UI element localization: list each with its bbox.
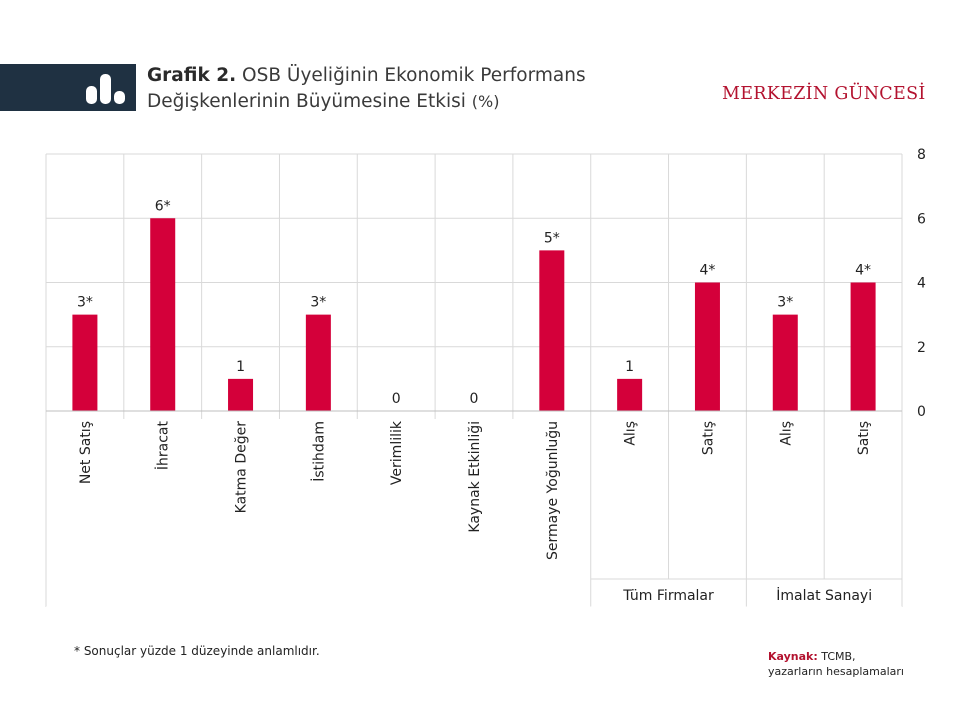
bar — [772, 314, 798, 411]
chart-title-number: Grafik 2. — [147, 65, 237, 86]
group-label: Tüm Firmalar — [622, 588, 714, 604]
footnote: * Sonuçlar yüzde 1 düzeyinde anlamlıdır. — [74, 644, 320, 658]
chart-title: Grafik 2. OSB Üyeliğinin Ekonomik Perfor… — [147, 63, 667, 115]
source-note: Kaynak: TCMB, yazarların hesaplamaları — [768, 649, 904, 679]
category-label: Satış — [856, 421, 872, 455]
data-label: 3* — [310, 295, 326, 311]
data-label: 0 — [392, 391, 401, 407]
data-label: 1 — [236, 359, 245, 375]
bar — [617, 378, 643, 411]
category-label: Net Satış — [78, 421, 94, 484]
bar — [72, 314, 98, 411]
bar — [850, 282, 876, 411]
source-label: Kaynak: — [768, 650, 818, 663]
data-label: 3* — [777, 295, 793, 311]
brand-logo: MERKEZİN GÜNCESİ — [722, 84, 926, 104]
category-label: Satış — [700, 421, 716, 455]
data-label: 1 — [625, 359, 634, 375]
bar-chart-icon — [86, 74, 125, 104]
bar — [539, 250, 565, 411]
data-label: 3* — [77, 295, 93, 311]
y-tick-label: 0 — [917, 404, 926, 420]
bar — [694, 282, 720, 411]
chart-title-unit: (%) — [471, 92, 500, 111]
header-band — [0, 64, 136, 111]
y-tick-label: 2 — [917, 340, 926, 356]
y-tick-label: 8 — [917, 147, 926, 163]
source-text-2: yazarların hesaplamaları — [768, 665, 904, 678]
bar — [228, 378, 254, 411]
data-label: 4* — [699, 263, 715, 279]
category-label: Kaynak Etkinliği — [467, 421, 483, 533]
chart-title-text: OSB Üyeliğinin Ekonomik Performans — [236, 65, 586, 86]
data-label: 4* — [855, 263, 871, 279]
chart-title-line2: Değişkenlerinin Büyümesine Etkisi — [147, 91, 466, 112]
source-text: TCMB, — [817, 650, 856, 663]
data-label: 5* — [544, 230, 560, 246]
group-label: İmalat Sanayi — [776, 586, 872, 604]
category-label: Katma Değer — [234, 421, 250, 514]
category-label: İhracat — [154, 420, 172, 470]
category-label: İstihdam — [309, 421, 327, 482]
category-label: Alış — [623, 421, 639, 446]
bar — [150, 218, 176, 411]
category-label: Sermaye Yoğunluğu — [545, 421, 561, 560]
y-tick-label: 6 — [917, 211, 926, 227]
y-tick-label: 4 — [917, 276, 926, 292]
data-label: 0 — [470, 391, 479, 407]
data-label: 6* — [155, 198, 171, 214]
category-label: Alış — [778, 421, 794, 446]
category-label: Verimlilik — [389, 420, 405, 485]
bar — [305, 314, 331, 411]
